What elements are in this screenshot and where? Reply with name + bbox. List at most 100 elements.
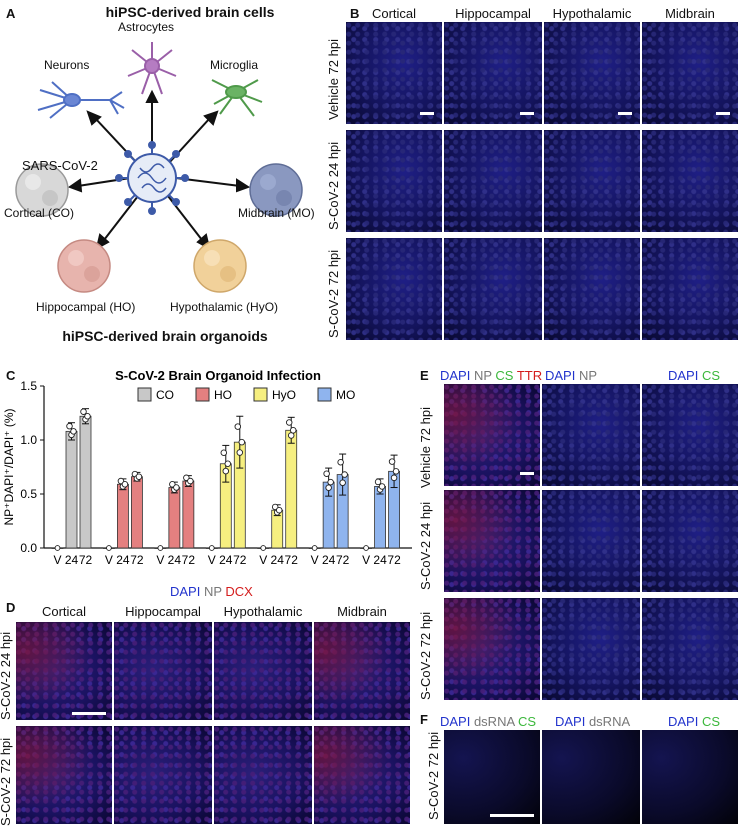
- data-point: [260, 545, 267, 551]
- data-point: [80, 408, 87, 415]
- bar: [65, 430, 78, 549]
- panel-e-image: [542, 598, 640, 700]
- panel-f-stain-cs: DAPI CS: [668, 714, 720, 729]
- stain-label: DAPI: [545, 368, 576, 383]
- y-tick-label: 0.0: [20, 541, 37, 555]
- data-point: [390, 474, 398, 482]
- panel-e-image: [444, 490, 540, 592]
- data-point: [106, 545, 112, 551]
- legend-label: HyO: [272, 388, 296, 402]
- data-point: [341, 471, 348, 478]
- panel-b-image: [346, 238, 442, 340]
- data-point: [54, 545, 61, 551]
- panel-d-image: [16, 622, 112, 720]
- panel-f-image: [444, 730, 540, 824]
- x-tick-label: 24: [219, 553, 233, 567]
- panel-a-title-top: hiPSC-derived brain cells: [105, 4, 275, 20]
- panel-d-image: [314, 622, 410, 720]
- x-tick-label: 24: [322, 553, 336, 567]
- hippocampal-organoid-label: Hippocampal (HO): [36, 300, 136, 314]
- data-point: [187, 477, 194, 485]
- panel-b-image: [346, 130, 442, 232]
- bar: [168, 487, 181, 549]
- x-tick-label: 24: [373, 553, 387, 567]
- bar: [131, 476, 143, 549]
- sars-cov-2-icon: [115, 141, 189, 215]
- panel-b-row-vehicle: Vehicle 72 hpi: [326, 39, 341, 120]
- scale-bar: [490, 814, 534, 817]
- panel-b-image: [444, 238, 542, 340]
- x-tick-label: V: [53, 553, 61, 567]
- data-point: [374, 478, 382, 486]
- x-tick-label: 24: [271, 553, 285, 567]
- data-point: [208, 545, 215, 551]
- data-point: [135, 473, 143, 480]
- legend-label: MO: [336, 388, 355, 402]
- panel-b-image: [642, 22, 738, 124]
- stain-label: NP: [470, 368, 496, 383]
- panel-f-row-72hpi: S-CoV-2 72 hpi: [426, 731, 441, 820]
- stain-label: TTR: [513, 368, 543, 383]
- panel-b-col-hypothalamic: Hypothalamic: [552, 6, 632, 21]
- scale-bar: [520, 112, 534, 115]
- data-point: [66, 422, 73, 430]
- panel-d-col-hippocampal: Hippocampal: [125, 604, 201, 619]
- data-point: [275, 506, 283, 514]
- stain-label: CS: [698, 714, 721, 729]
- panel-e-stain-merge: DAPI NP CS TTR: [440, 368, 542, 383]
- panel-a-label: A: [6, 6, 16, 21]
- data-point: [327, 478, 334, 486]
- data-point: [234, 423, 242, 430]
- data-point: [311, 545, 318, 551]
- panel-a-title-bottom: hiPSC-derived brain organoids: [62, 328, 268, 344]
- bar: [79, 415, 92, 549]
- panel-e-image: [642, 598, 738, 700]
- data-point: [337, 458, 344, 466]
- stain-label: DCX: [225, 584, 253, 599]
- panel-b-image: [544, 22, 640, 124]
- panel-b-col-midbrain: Midbrain: [665, 6, 715, 21]
- x-tick-label: V: [259, 553, 267, 567]
- panel-b-row-72hpi: S-CoV-2 72 hpi: [326, 249, 341, 338]
- data-point: [121, 481, 129, 488]
- bar: [182, 480, 195, 549]
- legend-swatch: [317, 387, 332, 402]
- panel-b-col-cortical: Cortical: [371, 6, 417, 21]
- data-point: [220, 449, 228, 456]
- bar: [285, 429, 298, 549]
- panel-e-label: E: [420, 368, 429, 383]
- x-tick-label: 24: [168, 553, 182, 567]
- stain-label: dsRNA: [470, 714, 519, 729]
- panel-f-image: [542, 730, 640, 824]
- hypothalamic-organoid-icon: [193, 239, 247, 293]
- panel-e-image: [642, 384, 738, 486]
- x-tick-label: 72: [182, 553, 196, 567]
- stain-label: CS: [495, 368, 514, 383]
- panel-d-col-midbrain: Midbrain: [337, 604, 387, 619]
- panel-d-stain-legend: DAPI NP DCX: [170, 584, 253, 599]
- legend-swatch: [195, 387, 210, 402]
- stain-label: CS: [518, 714, 537, 729]
- panel-e-image: [542, 384, 640, 486]
- neurons-label: Neurons: [44, 58, 90, 72]
- scale-bar: [716, 112, 730, 115]
- neuron-icon: [37, 81, 125, 119]
- panel-f-stain-dsrna: DAPI dsRNA: [555, 714, 630, 729]
- scale-bar: [420, 112, 434, 115]
- data-point: [222, 467, 230, 475]
- data-point: [392, 468, 400, 475]
- data-point: [388, 458, 396, 465]
- x-tick-label: 72: [285, 553, 299, 567]
- scale-bar: [618, 112, 632, 115]
- stain-label: CS: [698, 368, 721, 383]
- panel-e-image: [642, 490, 738, 592]
- panel-d-image: [114, 726, 212, 824]
- panel-c-chart: S-CoV-2 Brain Organoid Infection CO HO HyO M…: [2, 368, 412, 567]
- panel-c-label: C: [6, 368, 16, 383]
- panel-e-row-72hpi: S-CoV-2 72 hpi: [418, 611, 433, 700]
- panel-e-image: [444, 384, 540, 486]
- data-point: [285, 419, 293, 426]
- stain-label: DAPI: [668, 714, 699, 729]
- microglia-icon: [211, 79, 263, 117]
- hippocampal-organoid-icon: [57, 239, 111, 293]
